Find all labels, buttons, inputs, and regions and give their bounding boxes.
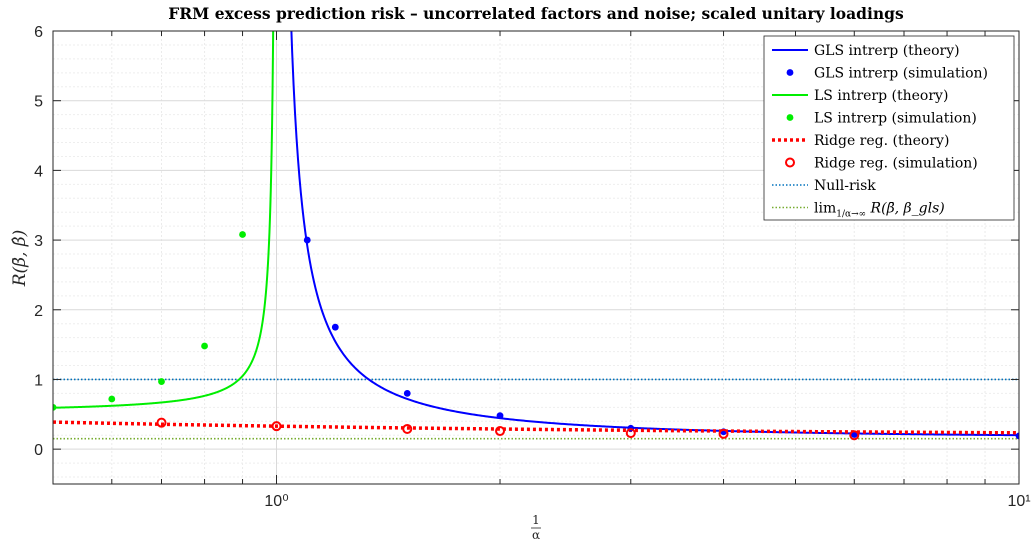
legend-swatch — [785, 157, 795, 168]
axis-ticks: 0 1 2 3 4 5 6 10⁰ 10¹ — [34, 24, 1030, 510]
ridge-sim-point — [271, 421, 282, 432]
sim-point — [331, 323, 339, 331]
legend-label: Null-risk — [814, 178, 876, 194]
ls-theory-line — [53, 31, 275, 409]
sim-point — [496, 412, 504, 420]
y-tick-label: 0 — [34, 442, 43, 459]
sim-point — [850, 431, 858, 438]
legend-swatch — [786, 114, 794, 121]
ridge-sim-point — [718, 428, 729, 439]
legend-entry: Ridge reg. (simulation) — [785, 156, 978, 172]
legend-label: LS intrerp (theory) — [814, 88, 948, 104]
legend-entry: Null-risk — [772, 178, 876, 194]
ridge-sim-point — [849, 430, 860, 441]
y-tick-label: 2 — [34, 303, 43, 320]
x-tick-label: 10¹ — [1007, 493, 1030, 510]
x-tick-label: 10⁰ — [264, 493, 288, 510]
legend-swatch — [786, 69, 794, 76]
sim-point — [108, 395, 116, 403]
ridge-sim-point — [402, 423, 413, 434]
sim-point — [158, 378, 165, 385]
legend-label: GLS intrerp (theory) — [814, 43, 960, 59]
sim-point — [239, 231, 246, 238]
legend-box — [763, 35, 1015, 221]
svg-text:α: α — [532, 528, 540, 542]
sim-point — [201, 342, 208, 350]
y-axis-label: R(β̄, β̂) — [10, 230, 30, 288]
plot-frame — [52, 30, 1020, 485]
svg-text:1: 1 — [532, 513, 540, 527]
legend-entry: Ridge reg. (theory) — [772, 133, 949, 149]
gls-theory-line — [290, 31, 1019, 437]
legend-label: GLS intrerp (simulation) — [814, 66, 988, 82]
y-tick-label: 6 — [34, 24, 43, 41]
sim-point — [53, 403, 57, 411]
legend-entry: GLS intrerp (simulation) — [786, 66, 988, 82]
ridge-sim-point — [156, 417, 167, 428]
legend-entry: lim1/α→∞ R(β̄, β_gls) — [772, 201, 945, 220]
y-tick-label: 3 — [34, 233, 43, 250]
sim-point — [1015, 432, 1019, 440]
legend-label: LS intrerp (simulation) — [814, 111, 977, 127]
y-tick-label: 5 — [34, 94, 43, 111]
legend-entry: LS intrerp (theory) — [772, 88, 948, 104]
ridge-sim-point — [625, 428, 636, 439]
ridge-sim-point — [495, 426, 506, 437]
chart-title: FRM excess prediction risk – uncorrelate… — [168, 4, 904, 23]
sim-point — [303, 236, 311, 244]
sim-point — [403, 390, 411, 397]
legend-entry: LS intrerp (simulation) — [786, 111, 977, 127]
legend-entry: GLS intrerp (theory) — [772, 43, 960, 59]
legend-label: lim1/α→∞ R(β̄, β_gls) — [814, 201, 945, 220]
y-tick-label: 4 — [34, 163, 43, 180]
legend: GLS intrerp (theory) GLS intrerp (simulat… — [763, 35, 1015, 221]
legend-label: Ridge reg. (theory) — [814, 133, 949, 149]
legend-label: Ridge reg. (simulation) — [814, 156, 978, 172]
y-tick-label: 1 — [34, 372, 43, 389]
series-layer — [53, 31, 1019, 441]
x-axis-label: 1 α — [531, 513, 541, 542]
